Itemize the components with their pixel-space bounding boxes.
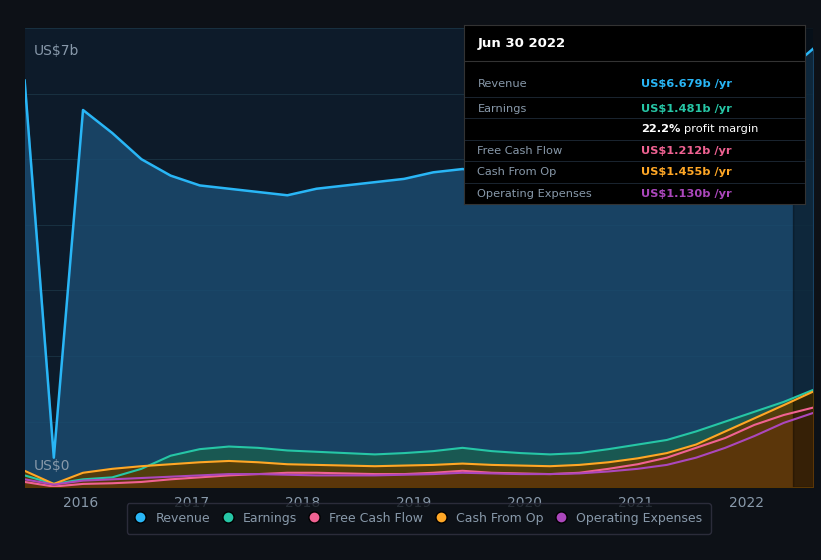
Bar: [793, 28, 821, 487]
Text: US$0: US$0: [34, 459, 71, 473]
Text: Cash From Op: Cash From Op: [478, 167, 557, 177]
Text: US$1.130b /yr: US$1.130b /yr: [641, 189, 732, 199]
Legend: Revenue, Earnings, Free Cash Flow, Cash From Op, Operating Expenses: Revenue, Earnings, Free Cash Flow, Cash …: [126, 503, 711, 534]
Text: Operating Expenses: Operating Expenses: [478, 189, 592, 199]
Text: Jun 30 2022: Jun 30 2022: [478, 36, 566, 50]
Text: US$7b: US$7b: [34, 44, 80, 58]
Text: US$1.481b /yr: US$1.481b /yr: [641, 104, 732, 114]
Text: US$6.679b /yr: US$6.679b /yr: [641, 80, 732, 90]
Text: Free Cash Flow: Free Cash Flow: [478, 146, 562, 156]
Text: profit margin: profit margin: [684, 124, 758, 134]
Text: US$1.212b /yr: US$1.212b /yr: [641, 146, 732, 156]
Text: US$1.455b /yr: US$1.455b /yr: [641, 167, 732, 177]
Text: 22.2%: 22.2%: [641, 124, 681, 134]
Text: Earnings: Earnings: [478, 104, 527, 114]
Text: Revenue: Revenue: [478, 80, 527, 90]
